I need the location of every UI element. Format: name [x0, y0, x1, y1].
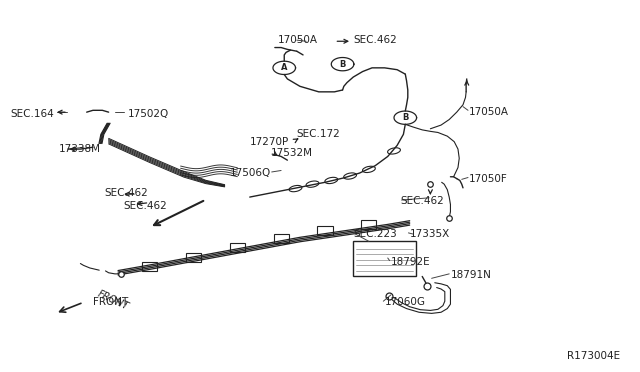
Text: 17502Q: 17502Q — [127, 109, 169, 119]
Text: SEC.462: SEC.462 — [123, 201, 167, 211]
Bar — [142, 262, 157, 270]
Text: SEC.223: SEC.223 — [353, 229, 397, 239]
Bar — [273, 234, 289, 243]
Text: 17532M: 17532M — [271, 148, 312, 158]
Text: FRONT: FRONT — [93, 297, 128, 307]
Text: SEC.462: SEC.462 — [353, 35, 397, 45]
Text: 17050F: 17050F — [469, 174, 508, 184]
Bar — [317, 226, 333, 235]
Text: 18792E: 18792E — [391, 257, 431, 267]
Text: 17050A: 17050A — [278, 35, 318, 45]
Text: 18791N: 18791N — [451, 270, 492, 280]
Text: B: B — [402, 113, 408, 122]
Text: SEC.164: SEC.164 — [10, 109, 54, 119]
Text: 17060G: 17060G — [385, 297, 426, 307]
Text: FRONT: FRONT — [96, 289, 131, 312]
Text: SEC.462: SEC.462 — [104, 188, 148, 198]
Text: 17506Q: 17506Q — [230, 168, 271, 178]
Text: 17270P: 17270P — [250, 137, 289, 147]
Text: B: B — [339, 60, 346, 69]
Bar — [186, 253, 201, 262]
Text: SEC.172: SEC.172 — [297, 129, 340, 139]
Bar — [353, 241, 416, 276]
Bar — [362, 220, 376, 229]
Text: 17050A: 17050A — [469, 107, 509, 117]
Text: R173004E: R173004E — [566, 351, 620, 361]
Bar — [230, 243, 244, 252]
Text: SEC.462: SEC.462 — [400, 196, 444, 206]
Text: A: A — [281, 63, 287, 72]
Text: 17335X: 17335X — [410, 229, 450, 239]
Text: 17338M: 17338M — [58, 144, 100, 154]
